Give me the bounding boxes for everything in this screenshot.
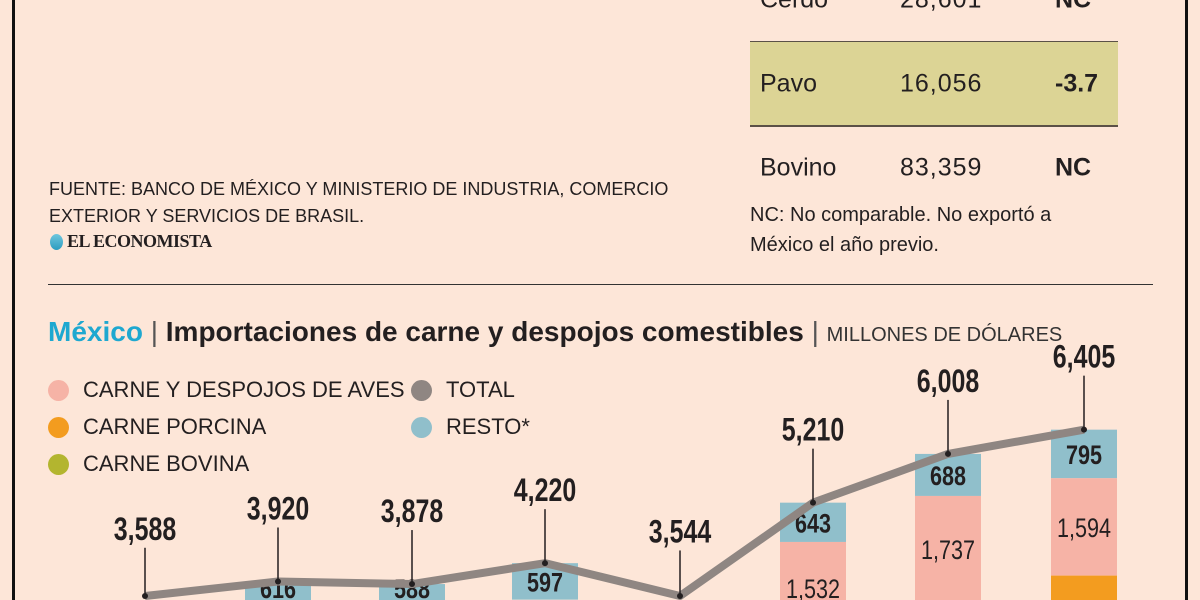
legend-dot [411, 416, 432, 438]
row-name: Cerdo [760, 0, 828, 15]
title-country: México [48, 316, 143, 347]
legend-total: TOTAL [411, 377, 515, 403]
bar-aves [780, 541, 846, 600]
total-point [275, 578, 281, 585]
bar-resto [512, 563, 578, 600]
legend-dot [48, 416, 69, 438]
source-note: FUENTE: BANCO DE MÉXICO Y MINISTERIO DE … [49, 176, 668, 230]
bar-resto [915, 453, 981, 496]
bar-label-resto: 597 [527, 568, 563, 598]
legend-dot [48, 379, 69, 401]
row-value: 16,056 [900, 69, 983, 98]
table-row: Cerdo 28,601 NC [750, 0, 1118, 42]
row-change: NC [1055, 0, 1091, 15]
total-point [409, 581, 415, 588]
total-label: 4,220 [514, 473, 576, 509]
legend-label: CARNE Y DESPOJOS DE AVES [83, 377, 405, 402]
bar-resto [780, 502, 846, 542]
row-name: Pavo [760, 69, 817, 98]
chart-title: México | Importaciones de carne y despoj… [48, 316, 1062, 348]
legend-aves: CARNE Y DESPOJOS DE AVES [48, 377, 405, 403]
total-label: 3,920 [247, 492, 309, 528]
total-label: 3,544 [649, 515, 711, 551]
source-line: EXTERIOR Y SERVICIOS DE BRASIL. [49, 206, 365, 226]
total-point [142, 593, 148, 599]
bar-label-resto: 616 [260, 575, 296, 600]
legend-bovina: CARNE BOVINA [48, 451, 249, 477]
bar-resto [1051, 429, 1117, 479]
note-line: México el año previo. [750, 234, 939, 256]
bar-label-aves: 1,594 [1057, 514, 1111, 544]
total-label: 6,008 [917, 364, 979, 400]
logo-icon [50, 233, 63, 250]
title-separator: | [150, 316, 158, 347]
logo-text: EL ECONOMISTA [67, 231, 212, 251]
frame-right-border [1185, 0, 1188, 600]
total-point [810, 499, 816, 506]
table-row-highlight: Pavo 16,056 -3.7 [750, 42, 1118, 126]
total-point [1081, 426, 1087, 433]
table-row: Bovino 83,359 NC [750, 126, 1118, 210]
total-line [144, 425, 1085, 600]
row-value: 28,601 [900, 0, 982, 15]
source-line: FUENTE: BANCO DE MÉXICO Y MINISTERIO DE … [49, 179, 669, 199]
row-change: -3.7 [1055, 69, 1099, 98]
row-value: 83,359 [900, 153, 983, 182]
table-divider [750, 125, 1118, 127]
total-point [677, 593, 683, 599]
legend-dot [48, 453, 69, 475]
bar-label-aves: 1,737 [921, 536, 975, 566]
title-separator: | [811, 316, 819, 347]
bar-label-resto: 643 [795, 509, 831, 539]
total-label: 3,588 [114, 512, 176, 548]
bar-aves [1051, 478, 1117, 576]
bar-label-resto: 795 [1066, 441, 1102, 471]
legend-label: TOTAL [446, 377, 515, 402]
bar-label-aves: 1,532 [786, 575, 840, 600]
bar-resto [245, 581, 311, 600]
total-point [542, 560, 548, 567]
legend-resto: RESTO* [411, 414, 530, 440]
total-label: 3,878 [381, 494, 443, 530]
legend-porcina: CARNE PORCINA [48, 414, 266, 440]
total-point [945, 450, 951, 457]
legend-label: RESTO* [446, 414, 530, 439]
row-name: Bovino [760, 153, 837, 182]
bar-label-resto: 688 [930, 462, 966, 492]
table-note: NC: No comparable. No exportó a México e… [750, 200, 1051, 260]
bar-label-resto: 588 [394, 575, 430, 600]
total-label: 5,210 [782, 413, 844, 449]
title-unit: MILLONES DE DÓLARES [826, 324, 1063, 346]
logo: EL ECONOMISTA [50, 231, 212, 252]
row-change: NC [1055, 153, 1092, 182]
section-divider [48, 284, 1153, 285]
frame-left-border [12, 0, 15, 600]
bar-porcina [1051, 575, 1117, 600]
bar-resto [379, 584, 445, 600]
legend-dot [411, 379, 432, 401]
legend-label: CARNE PORCINA [83, 414, 267, 439]
title-main: Importaciones de carne y despojos comest… [165, 316, 804, 347]
note-line: NC: No comparable. No exportó a [750, 204, 1052, 226]
legend-label: CARNE BOVINA [83, 451, 250, 476]
bar-aves [915, 495, 981, 600]
